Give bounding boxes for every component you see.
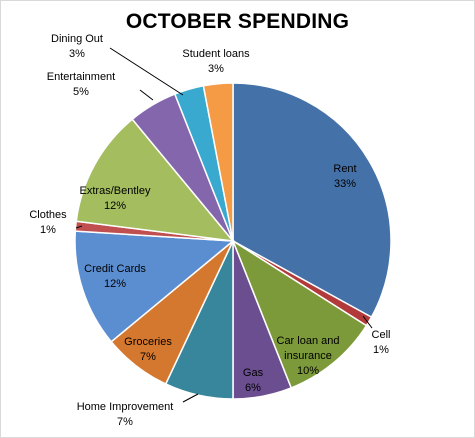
slice-label-gas: Gas 6% <box>243 367 264 394</box>
slice-label-cell: Cell 1% <box>372 329 391 356</box>
pie-slice-extras-bentley <box>75 118 235 242</box>
slice-label-dining-out: Dining Out 3% <box>51 33 103 60</box>
slice-label-student-loans: Student loans 3% <box>182 48 250 75</box>
leader-line <box>75 225 83 229</box>
pie-slice-student-loans <box>202 82 234 242</box>
pie-slice-car-loan-and-insurance <box>231 239 368 389</box>
leader-line <box>182 393 199 403</box>
slice-label-car-loan-and-insurance: Car loan and insurance 10% <box>277 335 340 377</box>
leader-line <box>362 315 373 329</box>
chart-title: OCTOBER SPENDING <box>125 10 350 33</box>
pie-slice-rent <box>232 82 392 319</box>
slice-label-credit-cards: Credit Cards 12% <box>84 263 146 290</box>
leader-line <box>109 47 184 96</box>
slice-label-rent: Rent 33% <box>333 163 356 190</box>
pie-slice-credit-cards <box>74 230 235 343</box>
slice-label-entertainment: Entertainment 5% <box>47 71 115 98</box>
leader-line <box>139 89 154 101</box>
slice-label-groceries: Groceries 7% <box>124 336 172 363</box>
slice-label-extras-bentley: Extras/Bentley 12% <box>80 185 151 212</box>
slice-label-clothes: Clothes 1% <box>29 209 67 236</box>
slice-label-home-improvement: Home Improvement 7% <box>77 401 174 428</box>
